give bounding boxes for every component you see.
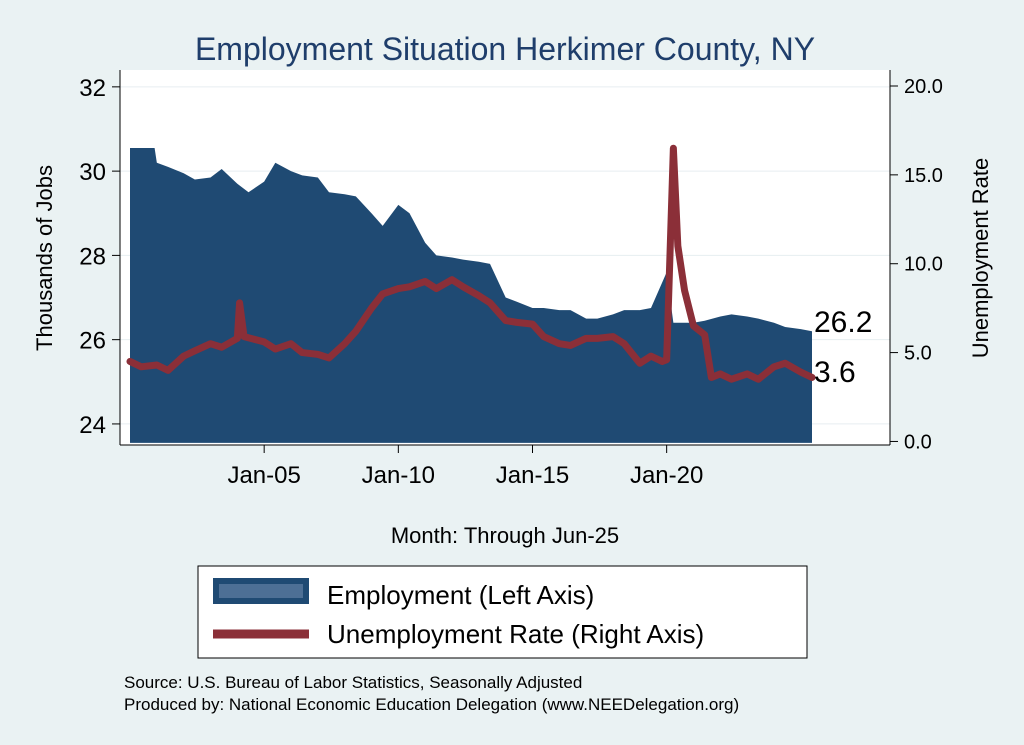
chart-title: Employment Situation Herkimer County, NY xyxy=(195,31,815,67)
legend-label-employment: Employment (Left Axis) xyxy=(327,580,594,610)
legend-label-unemployment: Unemployment Rate (Right Axis) xyxy=(327,619,704,649)
x-tick-label: Jan-20 xyxy=(630,462,703,489)
x-tick-label: Jan-05 xyxy=(227,462,300,489)
y-left-tick-label: 32 xyxy=(79,75,106,102)
x-axis-label: Month: Through Jun-25 xyxy=(391,523,619,548)
y-right-tick-label: 15.0 xyxy=(904,165,943,187)
unemployment-line xyxy=(126,144,816,383)
y-left-tick-label: 24 xyxy=(79,412,106,439)
y-right-tick-label: 5.0 xyxy=(904,343,932,365)
y-right-tick-label: 20.0 xyxy=(904,76,943,98)
y-left-tick-label: 26 xyxy=(79,328,106,355)
x-tick-label: Jan-10 xyxy=(362,462,435,489)
employment-end-label: 26.2 xyxy=(814,306,872,339)
y-axis-left-label: Thousands of Jobs xyxy=(32,165,57,351)
legend: Employment (Left Axis) Unemployment Rate… xyxy=(197,565,808,659)
axis-ticks: 24 26 28 30 32 0.0 5.0 10.0 15.0 20.0 Jan-05 Jan-10… xyxy=(79,75,943,489)
unemployment-end-label: 3.6 xyxy=(814,356,856,389)
y-axis-right-label: Unemployment Rate xyxy=(968,158,993,359)
y-left-tick-label: 30 xyxy=(79,159,106,186)
x-tick-label: Jan-15 xyxy=(496,462,569,489)
y-right-tick-label: 0.0 xyxy=(904,431,932,453)
source-note: Source: U.S. Bureau of Labor Statistics,… xyxy=(124,673,582,692)
y-right-tick-label: 10.0 xyxy=(904,254,943,276)
producer-note: Produced by: National Economic Education… xyxy=(124,695,739,714)
y-left-tick-label: 28 xyxy=(79,243,106,270)
employment-area xyxy=(130,147,812,443)
legend-swatch-employment-inner xyxy=(219,584,303,598)
